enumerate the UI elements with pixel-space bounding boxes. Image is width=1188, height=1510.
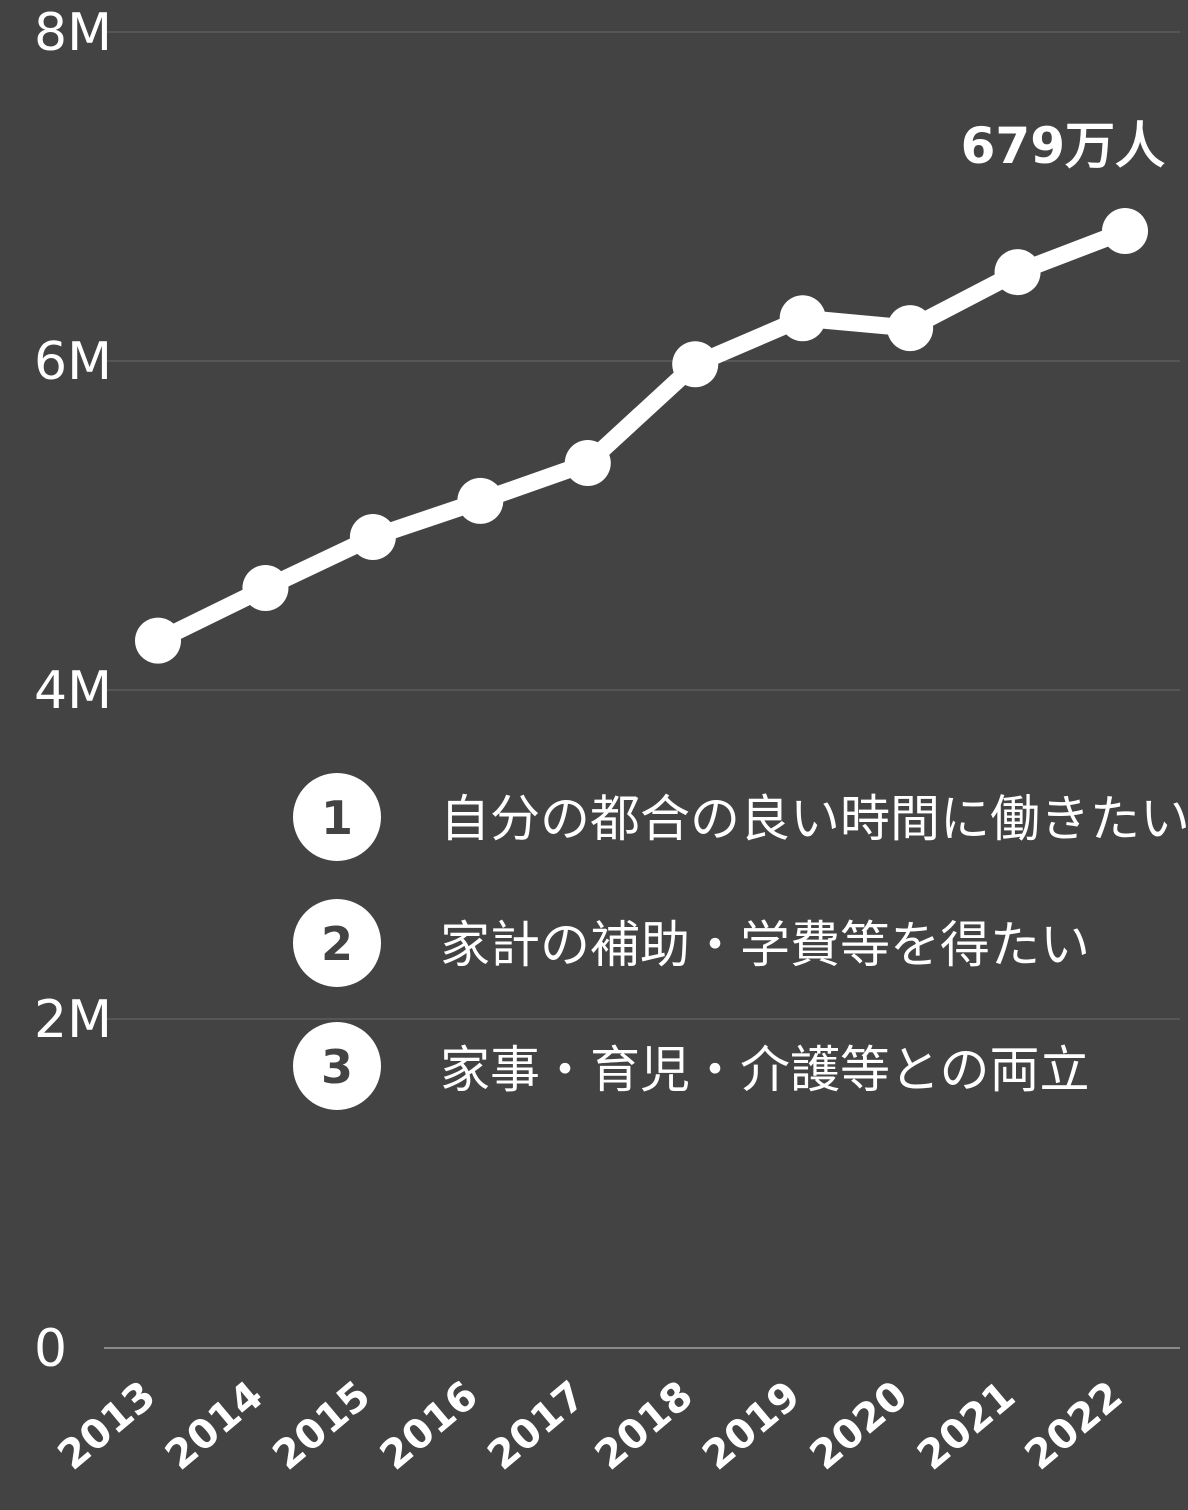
x-tick-label-2021: 2021 xyxy=(909,1372,1024,1479)
y-axis-ticks: 0 2M 4M 6M 8M xyxy=(34,3,112,1379)
x-tick-label-2018: 2018 xyxy=(587,1372,702,1479)
number-badge-1-label: 1 xyxy=(321,791,353,845)
number-badge-3-label: 3 xyxy=(321,1040,353,1094)
x-tick-label-2016: 2016 xyxy=(372,1372,487,1479)
y-tick-label-0: 0 xyxy=(34,1319,67,1379)
number-badge-3 xyxy=(293,1022,381,1110)
gridlines xyxy=(104,31,1180,1349)
number-badge-1 xyxy=(293,773,381,861)
y-tick-label-2: 4M xyxy=(34,661,112,721)
number-badge-2-label: 2 xyxy=(321,917,353,971)
reason-text-3: 家事・育児・介護等との両立 xyxy=(440,1041,1090,1099)
data-points xyxy=(135,208,1148,664)
reason-text-1: 自分の都合の良い時間に働きたい xyxy=(440,790,1188,848)
x-tick-label-2017: 2017 xyxy=(479,1372,594,1479)
x-tick-label-2015: 2015 xyxy=(264,1372,379,1479)
last-value-annotation: 679万人 xyxy=(961,117,1165,175)
x-tick-label-2020: 2020 xyxy=(802,1372,917,1479)
data-point-2017 xyxy=(564,439,611,486)
reason-item-3: 3 家事・育児・介護等との両立 xyxy=(293,1022,1090,1110)
reason-item-2: 2 家計の補助・学費等を得たい xyxy=(293,899,1090,987)
data-point-2019 xyxy=(779,295,826,342)
data-point-2020 xyxy=(887,305,934,352)
x-tick-label-2014: 2014 xyxy=(157,1372,272,1479)
data-point-2022 xyxy=(1102,208,1148,255)
data-point-2018 xyxy=(672,341,719,388)
y-tick-label-3: 6M xyxy=(34,332,112,392)
x-tick-label-2013: 2013 xyxy=(50,1372,165,1479)
reasons-list: 1 自分の都合の良い時間に働きたい 2 家計の補助・学費等を得たい 3 家事・育… xyxy=(293,773,1188,1110)
data-point-2013 xyxy=(135,617,181,664)
y-tick-label-4: 8M xyxy=(34,3,112,63)
data-point-2021 xyxy=(994,249,1041,296)
reason-item-1: 1 自分の都合の良い時間に働きたい xyxy=(293,773,1188,861)
series-line-layer xyxy=(149,222,1134,650)
y-tick-label-1: 2M xyxy=(34,990,112,1050)
x-tick-label-2019: 2019 xyxy=(694,1372,809,1479)
reason-text-2: 家計の補助・学費等を得たい xyxy=(440,916,1090,974)
number-badge-2 xyxy=(293,899,381,987)
data-point-2014 xyxy=(242,565,289,612)
x-tick-label-2022: 2022 xyxy=(1017,1372,1132,1479)
series-line xyxy=(149,222,1134,650)
data-point-2015 xyxy=(349,514,396,561)
data-point-2016 xyxy=(457,477,504,524)
